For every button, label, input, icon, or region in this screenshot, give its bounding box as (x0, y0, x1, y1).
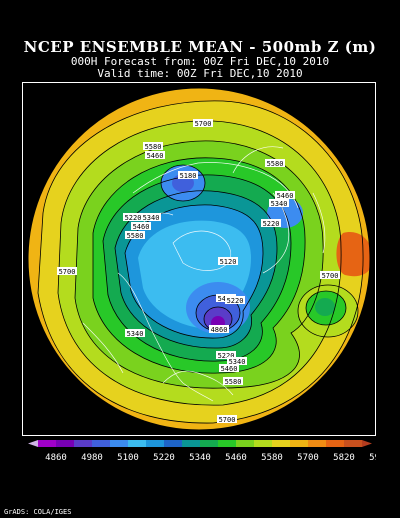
svg-text:5580: 5580 (145, 143, 162, 151)
contour-label: 5460 (219, 364, 239, 373)
colorbar-label: 5340 (189, 453, 211, 463)
fill-5460-east-ring (315, 298, 335, 316)
svg-text:5340: 5340 (127, 330, 144, 338)
contour-label: 5580 (223, 377, 243, 386)
color-bar: 4860 4980 5100 5220 5340 5460 5580 5700 5820 5940 (28, 440, 376, 463)
colorbar-swatch (92, 440, 111, 447)
svg-text:5340: 5340 (229, 358, 246, 366)
contour-label: 5340 (141, 213, 161, 222)
colorbar-label: 4980 (81, 453, 103, 463)
contour-label: 5700 (57, 267, 77, 276)
svg-text:5460: 5460 (133, 223, 150, 231)
colorbar-swatch (272, 440, 291, 447)
contour-label: 5700 (320, 271, 340, 280)
forecast-line: 000H Forecast from: 00Z Fri DEC,10 2010 (70, 55, 330, 68)
colorbar-label: 5460 (225, 453, 247, 463)
colorbar-label: 4860 (45, 453, 67, 463)
svg-text:5700: 5700 (195, 120, 212, 128)
contour-label: 5580 (143, 142, 163, 151)
contour-label: 5460 (145, 151, 165, 160)
colorbar-min-arrow (28, 440, 38, 447)
contour-label: 5700 (217, 415, 237, 424)
map-frame: 5700 5580 5460 5180 5580 5460 5340 5220 5220 5340… (22, 82, 376, 436)
svg-text:5700: 5700 (322, 272, 339, 280)
contour-label: 5120 (218, 257, 238, 266)
colorbar-swatch (74, 440, 93, 447)
svg-text:5700: 5700 (59, 268, 76, 276)
svg-text:5340: 5340 (271, 200, 288, 208)
contour-label: 5460 (275, 191, 295, 200)
colorbar-swatch (218, 440, 237, 447)
colorbar-swatch (308, 440, 327, 447)
svg-text:5580: 5580 (225, 378, 242, 386)
svg-text:5180: 5180 (180, 172, 197, 180)
contour-label: 5340 (269, 199, 289, 208)
contour-label: 5580 (125, 231, 145, 240)
contour-label: 4860 (209, 325, 229, 334)
colorbar-swatch (164, 440, 183, 447)
colorbar-label: 5940 (369, 453, 376, 463)
colorbar-swatch (182, 440, 201, 447)
contour-label: 5180 (178, 171, 198, 180)
colorbar-swatch (128, 440, 147, 447)
svg-text:5220: 5220 (218, 352, 235, 360)
svg-text:5220: 5220 (263, 220, 280, 228)
svg-text:5460: 5460 (277, 192, 294, 200)
contour-label: 5580 (265, 159, 285, 168)
colorbar-swatch (290, 440, 309, 447)
colorbar-label: 5580 (261, 453, 283, 463)
chart-title: NCEP ENSEMBLE MEAN - 500mb Z (m) (23, 38, 377, 56)
colorbar-label: 5820 (333, 453, 355, 463)
svg-text:5460: 5460 (147, 152, 164, 160)
svg-text:5220: 5220 (227, 297, 244, 305)
contour-label: 5700 (193, 119, 213, 128)
valid-time-line: Valid time: 00Z Fri DEC,10 2010 (97, 67, 303, 80)
colorbar-swatch (326, 440, 345, 447)
svg-text:5220: 5220 (125, 214, 142, 222)
contour-label: 5220 (216, 351, 236, 360)
svg-text:5460: 5460 (221, 365, 238, 373)
svg-text:5700: 5700 (219, 416, 236, 424)
svg-text:5580: 5580 (267, 160, 284, 168)
svg-text:4860: 4860 (211, 326, 228, 334)
colorbar-swatch (344, 440, 363, 447)
svg-text:5120: 5120 (220, 258, 237, 266)
colorbar-swatch (200, 440, 219, 447)
contour-label: 5220 (123, 213, 143, 222)
svg-text:5340: 5340 (143, 214, 160, 222)
colorbar-swatch (110, 440, 129, 447)
contour-label: 5220 (225, 296, 245, 305)
fill-5880-east (336, 232, 370, 277)
colorbar-label: 5700 (297, 453, 319, 463)
colorbar-swatch (56, 440, 75, 447)
colorbar-label: 5220 (153, 453, 175, 463)
contour-label: 5340 (125, 329, 145, 338)
colorbar-swatch (38, 440, 57, 447)
colorbar-swatch (236, 440, 255, 447)
map-boundary (27, 87, 371, 431)
coastlines (82, 146, 326, 402)
colorbar-max-arrow (362, 440, 372, 447)
colorbar-label: 5100 (117, 453, 139, 463)
colorbar-swatch (146, 440, 165, 447)
contour-label: 5340 (227, 357, 247, 366)
contour-label: 5460 (131, 222, 151, 231)
svg-text:5580: 5580 (127, 232, 144, 240)
credit-text: GrADS: COLA/IGES (4, 508, 72, 516)
contour-label: 5220 (261, 219, 281, 228)
colorbar-swatch (254, 440, 273, 447)
